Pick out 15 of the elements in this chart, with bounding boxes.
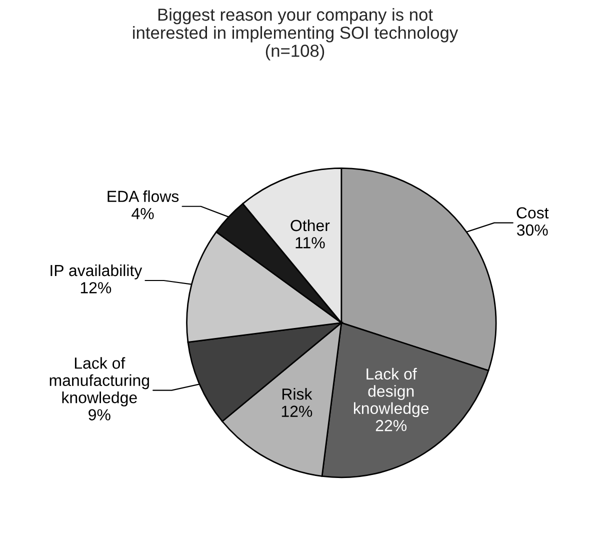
data-label: 12% xyxy=(282,406,312,417)
data-label: 22% xyxy=(376,420,407,432)
slice-label: IP availability xyxy=(50,264,142,280)
data-label: 4% xyxy=(132,208,154,220)
slice-label: Lack of design knowledge xyxy=(354,368,429,418)
slice-label: Other xyxy=(290,219,330,232)
slice-label: Lack of manufacturing knowledge xyxy=(50,357,149,406)
data-label: 9% xyxy=(88,409,110,420)
slice-label: Risk xyxy=(282,388,312,400)
data-label: 11% xyxy=(296,237,325,248)
data-label: 12% xyxy=(80,282,112,294)
data-label: 30% xyxy=(517,224,548,236)
slice-label: Cost xyxy=(516,207,549,219)
chart-title: Biggest reason your company is not interested in implementing SOI technology (n=108) xyxy=(133,8,458,60)
slice-label: EDA flows xyxy=(108,190,179,202)
